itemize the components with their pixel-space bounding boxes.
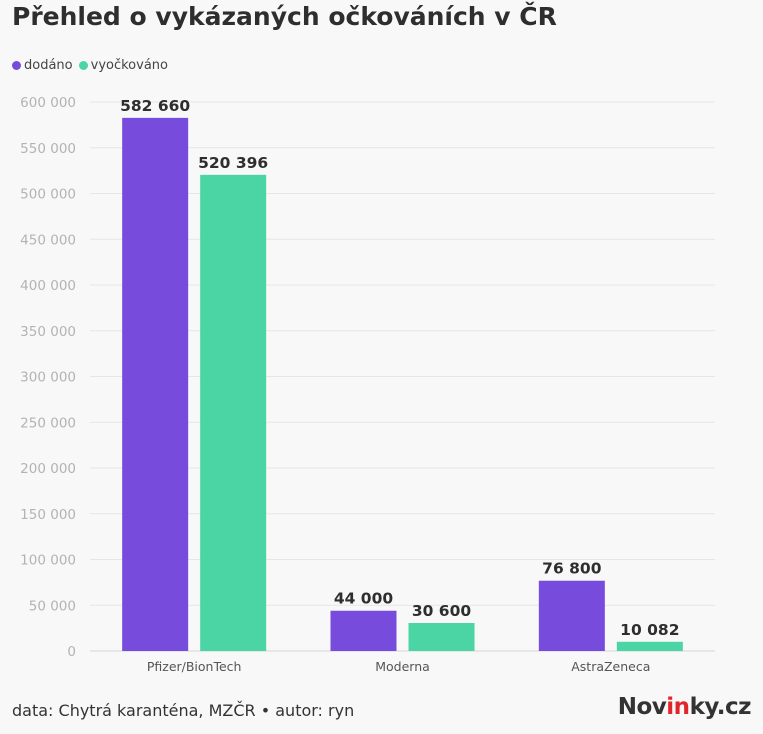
legend-dot-delivered <box>12 61 21 70</box>
legend-item-vaccinated: vyočkováno <box>78 58 168 73</box>
y-tick-label: 400 000 <box>20 278 76 294</box>
bar <box>616 641 683 651</box>
x-tick-label: Pfizer/BionTech <box>147 659 242 674</box>
y-tick-label: 250 000 <box>20 415 76 431</box>
data-label: 582 660 <box>120 97 190 115</box>
x-tick-label: Moderna <box>375 659 430 674</box>
legend: dodáno vyočkováno <box>12 58 174 73</box>
legend-label-delivered: dodáno <box>24 58 73 73</box>
legend-label-vaccinated: vyočkováno <box>90 58 168 73</box>
y-tick-label: 450 000 <box>20 232 76 248</box>
x-tick-label: AstraZeneca <box>571 659 650 674</box>
bar <box>538 580 605 651</box>
y-tick-label: 0 <box>67 644 76 660</box>
bar <box>200 174 267 652</box>
data-label: 520 396 <box>198 154 268 172</box>
data-label: 76 800 <box>542 560 602 578</box>
y-tick-label: 350 000 <box>20 324 76 340</box>
brand-logo: Novinky.cz <box>617 694 752 720</box>
y-tick-label: 150 000 <box>20 507 76 523</box>
bar <box>330 610 397 651</box>
bar-chart: 0 50 000 100 000 150 000 200 000 250 000 300 0… <box>20 95 715 674</box>
legend-item-delivered: dodáno <box>12 58 73 73</box>
source-note: data: Chytrá karanténa, MZČR • autor: ry… <box>12 701 355 720</box>
legend-dot-vaccinated <box>78 61 88 70</box>
bar <box>408 623 475 651</box>
data-label: 30 600 <box>412 602 472 620</box>
y-tick-label: 50 000 <box>29 598 76 614</box>
y-tick-label: 100 000 <box>20 553 76 569</box>
data-label: 44 000 <box>334 590 394 608</box>
data-label: 10 082 <box>620 621 679 639</box>
y-tick-label: 200 000 <box>20 461 76 477</box>
bar <box>122 117 189 652</box>
chart-title: Přehled o vykázaných očkováních v ČR <box>12 2 557 31</box>
y-tick-label: 550 000 <box>20 141 76 157</box>
y-tick-label: 300 000 <box>20 370 76 386</box>
y-tick-label: 500 000 <box>20 187 76 203</box>
y-tick-label: 600 000 <box>20 95 76 111</box>
